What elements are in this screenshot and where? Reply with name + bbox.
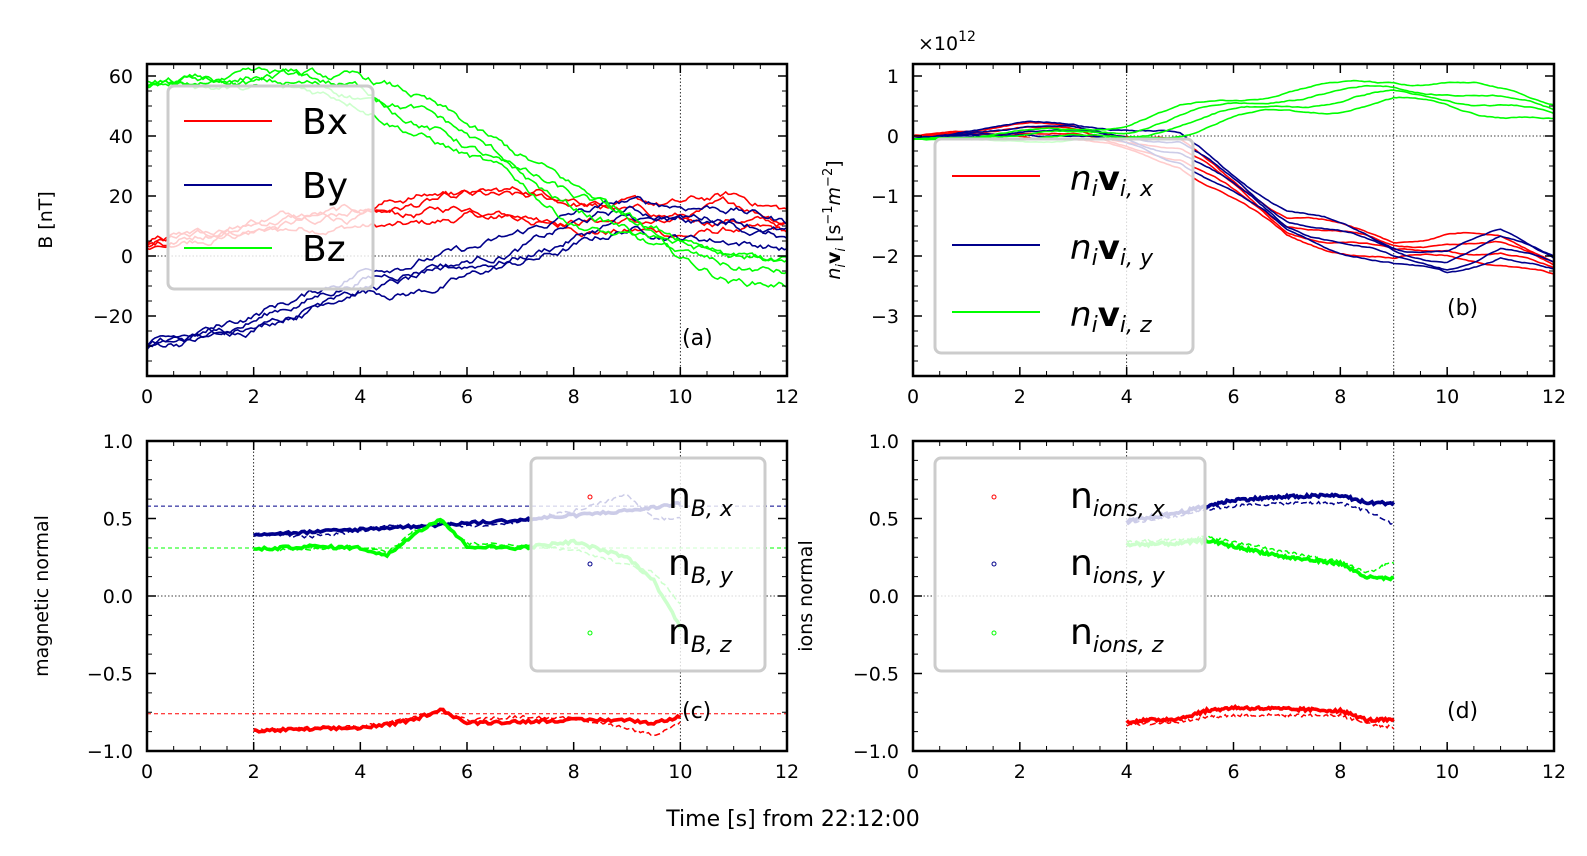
y-tick-label: −1: [871, 186, 899, 208]
y-tick-label: 0.5: [869, 509, 899, 531]
x-tick-label: 6: [1227, 761, 1239, 783]
y-tick-label: 1.0: [869, 431, 899, 453]
panel-label-c: (c): [682, 699, 711, 724]
x-tick-label: 0: [907, 761, 919, 783]
y-tick-label: 0: [887, 126, 899, 148]
legend-label-bz: Bz: [302, 229, 346, 270]
x-tick-label: 12: [775, 386, 799, 408]
legend-label-nivix: nivi, x: [1070, 159, 1154, 202]
y-tick-label: −0.5: [87, 664, 133, 686]
panel-label-d: (d): [1447, 699, 1478, 724]
x-tick-label: 0: [907, 386, 919, 408]
series-line-bz-2: [146, 75, 788, 275]
y-tick-label: −0.5: [853, 664, 899, 686]
y-tick-label: 1.0: [103, 431, 133, 453]
series-line-nv-4: [912, 120, 1555, 257]
x-tick-label: 6: [461, 761, 473, 783]
legend-label-bx: Bx: [302, 102, 348, 143]
series-line-nionsx: [1125, 703, 1395, 725]
series-line-nv-1: [912, 132, 1555, 275]
x-tick-label: 2: [248, 386, 260, 408]
x-tick-label: 2: [1014, 386, 1026, 408]
x-tick-label: 4: [354, 386, 366, 408]
series-line-by-3: [146, 205, 788, 347]
series-line-by-2: [146, 213, 788, 348]
panel-label-a: (a): [682, 326, 713, 351]
ylabel-b: nivi [s−1m−2]: [821, 160, 849, 279]
series-line-nvz-3: [913, 84, 1555, 140]
x-tick-label: 10: [1435, 761, 1459, 783]
series-dashed-nby: [253, 493, 681, 539]
series-dashed-nionsx: [1126, 712, 1395, 730]
series-line-nv-4: [912, 121, 1555, 264]
x-tick-label: 2: [248, 761, 260, 783]
y-tick-label: 60: [109, 66, 133, 88]
series-line-nvz-2: [912, 89, 1555, 142]
ylabel-c: magnetic normal: [31, 515, 53, 677]
panel-b: nivi [s−1m−2] ×1012 (b) 0 2 4 6 8 10 12 −3 −2 −1 0…: [821, 29, 1566, 408]
y-tick-label: 1: [887, 66, 899, 88]
figure-xlabel: Time [s] from 22:12:00: [665, 807, 919, 832]
y-tick-label: 0: [121, 246, 133, 268]
x-tick-label: 0: [141, 386, 153, 408]
x-tick-label: 8: [1334, 386, 1346, 408]
series-line-nv-2: [912, 128, 1555, 271]
panel-a: B [nT] (a) 0 2 4 6 8 10 12 −20 0 20 40 60: [35, 62, 799, 408]
legend-marker-nbz: [587, 630, 593, 636]
x-tick-label: 8: [1334, 761, 1346, 783]
ylabel-a: B [nT]: [35, 191, 57, 249]
y-tick-label: −1.0: [853, 741, 899, 763]
x-tick-label: 10: [1435, 386, 1459, 408]
legend-marker-nionsy: [991, 561, 997, 567]
legend-marker-nionsz: [991, 630, 997, 636]
x-tick-label: 8: [568, 386, 580, 408]
y-tick-label: −20: [93, 306, 133, 328]
legend-frame-a: [166, 84, 375, 291]
legend-label-nbx: nB, x: [668, 476, 734, 522]
series-line-nbx: [253, 707, 682, 734]
x-tick-label: 8: [568, 761, 580, 783]
legend-marker-nby: [587, 561, 593, 567]
x-tick-label: 4: [354, 761, 366, 783]
x-tick-label: 4: [1121, 761, 1133, 783]
x-tick-label: 0: [141, 761, 153, 783]
series-dashed-nionsy: [1126, 500, 1395, 527]
y-tick-label: −3: [871, 306, 899, 328]
x-tick-label: 4: [1121, 386, 1133, 408]
x-tick-label: 6: [461, 386, 473, 408]
y-tick-label: 20: [109, 186, 133, 208]
legend-label-by: By: [302, 166, 348, 207]
legend-a: Bx By Bz: [166, 84, 375, 291]
legend-frame-d: [933, 456, 1207, 673]
ylabel-d: ions normal: [795, 540, 817, 651]
x-tick-label: 12: [1542, 761, 1566, 783]
legend-frame-c: [529, 456, 767, 673]
legend-label-niviy: nivi, y: [1070, 228, 1154, 271]
legend-frame-b: [933, 137, 1195, 355]
x-tick-label: 12: [1542, 386, 1566, 408]
series-line-bz-4: [146, 67, 788, 262]
series-line-nv-3: [912, 124, 1555, 264]
legend-d: nions, x nions, y nions, z: [933, 456, 1207, 673]
y-tick-label: 0.5: [103, 509, 133, 531]
y-tick-label: 0.0: [869, 586, 899, 608]
y-tick-label: 0.0: [103, 586, 133, 608]
x-tick-label: 2: [1014, 761, 1026, 783]
x-tick-label: 10: [668, 761, 692, 783]
y-tick-label: 40: [109, 126, 133, 148]
legend-marker-nbx: [587, 494, 593, 500]
legend-c: nB, x nB, y nB, z: [529, 456, 767, 673]
legend-marker-nionsx: [991, 494, 997, 500]
y-tick-label: −1.0: [87, 741, 133, 763]
series-line-nvz-4: [912, 79, 1555, 141]
legend-b: nivi, x nivi, y nivi, z: [933, 137, 1195, 355]
x-tick-label: 12: [775, 761, 799, 783]
offset-text-b: ×1012: [918, 29, 976, 55]
x-tick-label: 6: [1227, 386, 1239, 408]
x-tick-label: 10: [668, 386, 692, 408]
series-line-by-4: [146, 195, 788, 350]
panel-label-b: (b): [1447, 296, 1478, 321]
y-tick-label: −2: [871, 246, 899, 268]
